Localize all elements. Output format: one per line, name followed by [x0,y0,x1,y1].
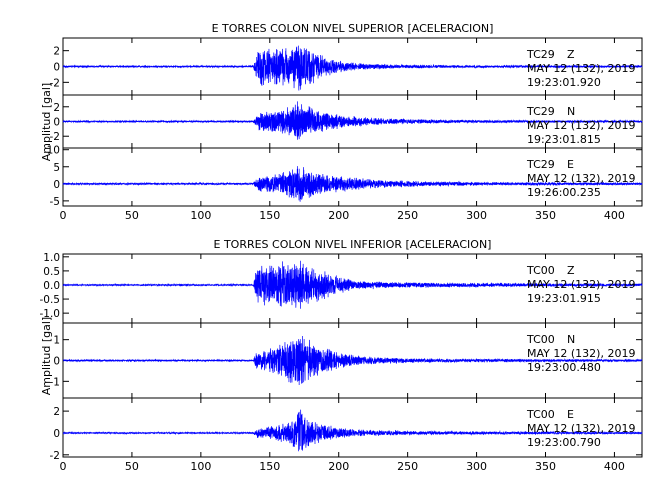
y-tick-label: 0 [53,117,60,129]
y-tick-label: -2 [50,131,60,143]
component-label: Z [567,48,575,61]
station-label: TC00 [526,408,555,421]
x-tick-label: 50 [125,460,139,473]
waveform-tc29-e [62,166,643,202]
y-tick-label: 0 [53,62,60,74]
panel-frame [62,397,643,458]
waveform-tc00-e [62,409,643,452]
y-tick-label: -1 [50,376,60,388]
waveform-tc29-z [62,45,643,91]
time-label: 19:23:00.480 [527,361,601,374]
y-tick-label: 0 [53,356,60,368]
date-label: MAY 12 (132), 2019 [527,422,635,435]
y-tick-label: -5 [50,196,60,208]
chart-title: E TORRES COLON NIVEL SUPERIOR [ACELERACI… [212,22,494,35]
x-tick-label: 200 [328,209,349,222]
y-tick-label: 5 [53,162,60,174]
x-tick-label: 350 [535,460,556,473]
component-label: Z [567,264,575,277]
y-tick-label: 0 [53,179,60,191]
x-tick-label: 400 [604,209,625,222]
station-label: TC29 [526,48,555,61]
x-tick-label: 0 [60,460,67,473]
date-label: MAY 12 (132), 2019 [527,347,635,360]
y-tick-label: -2 [50,77,60,89]
y-tick-label: 0 [53,428,60,440]
date-label: MAY 12 (132), 2019 [527,278,635,291]
y-axis-label: Amplitud [gal] [40,317,53,395]
y-tick-label: 0.5 [43,266,60,278]
y-tick-label: 2 [53,406,60,418]
time-label: 19:26:00.235 [527,186,601,199]
station-label: TC29 [526,158,555,171]
x-tick-label: 200 [328,460,349,473]
station-label: TC00 [526,333,555,346]
x-tick-label: 100 [190,209,211,222]
waveform-tc29-n [62,101,643,140]
time-label: 19:23:01.920 [527,76,601,89]
y-tick-label: 2 [53,102,60,114]
y-axis-label: Amplitud [gal] [40,83,53,161]
chart-title: E TORRES COLON NIVEL INFERIOR [ACELERACI… [214,238,492,251]
x-tick-label: 250 [397,460,418,473]
y-tick-label: -2 [50,450,60,462]
panel-frame [62,147,643,207]
date-label: MAY 12 (132), 2019 [527,172,635,185]
x-tick-label: 300 [466,460,487,473]
date-label: MAY 12 (132), 2019 [527,62,635,75]
y-tick-label: 10 [47,145,60,157]
time-label: 19:23:00.790 [527,436,601,449]
x-tick-label: 150 [259,460,280,473]
y-tick-label: 2 [53,46,60,58]
x-tick-label: 400 [604,460,625,473]
x-tick-label: 150 [259,209,280,222]
x-tick-label: 300 [466,209,487,222]
component-label: N [567,105,575,118]
station-label: TC29 [526,105,555,118]
time-label: 19:23:01.815 [527,133,601,146]
component-label: N [567,333,575,346]
y-tick-label: -0.5 [40,294,61,306]
y-tick-label: -1.0 [40,308,61,320]
x-tick-label: 0 [60,209,67,222]
waveform-tc00-n [62,335,643,386]
x-tick-label: 350 [535,209,556,222]
y-tick-label: 0.0 [43,280,60,292]
x-tick-label: 100 [190,460,211,473]
y-tick-label: 1 [53,335,60,347]
y-tick-label: 1.0 [43,252,60,264]
station-label: TC00 [526,264,555,277]
date-label: MAY 12 (132), 2019 [527,119,635,132]
component-label: E [567,408,574,421]
x-tick-label: 250 [397,209,418,222]
time-label: 19:23:01.915 [527,292,601,305]
waveform-tc00-z [62,260,643,309]
x-tick-label: 50 [125,209,139,222]
component-label: E [567,158,574,171]
